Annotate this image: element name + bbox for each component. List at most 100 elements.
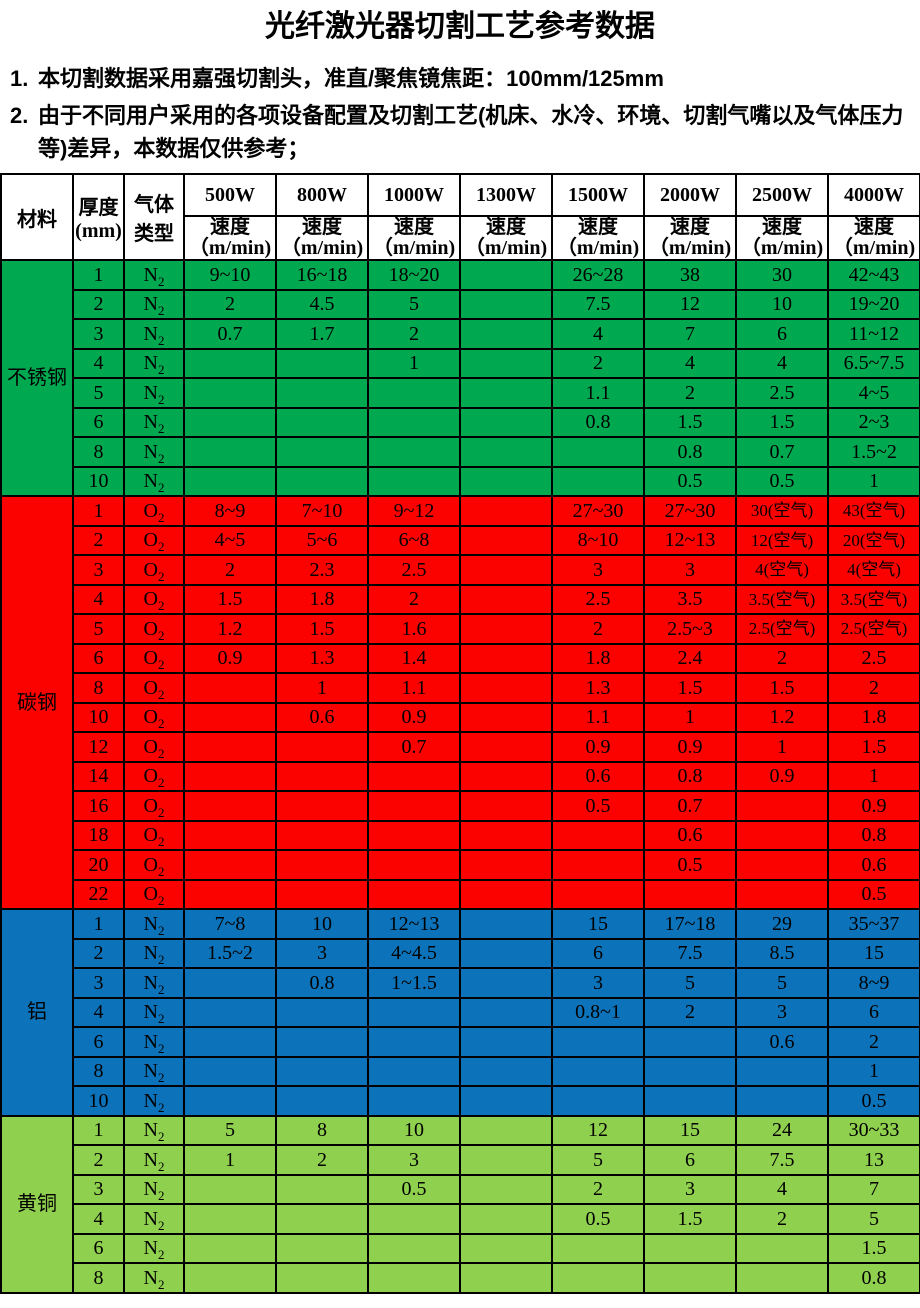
speed-cell: 0.8 [643,760,737,792]
gas-cell: N2 [123,967,185,999]
speed-cell: 1.5 [643,406,737,438]
table-row: 黄铜 1 N2 5 8 10 12 15 24 30~33 [0,1114,920,1294]
speed-cell: 1 [827,465,920,497]
speed-cell: 2 [827,672,920,704]
header-speed-4000w: 速度 （m/min) [827,215,920,261]
speed-cell [275,1085,369,1117]
speed-cell: 0.7 [643,790,737,822]
speed-cell: 30 [735,259,829,291]
speed-cell: 4 [551,318,645,350]
table-row: 5 N2 1.1 2 2.5 4~5 [1,377,920,409]
speed-cell: 4.5 [275,288,369,320]
thickness-cell: 3 [72,967,125,999]
speed-cell [367,878,461,910]
gas-cell: N2 [123,1114,185,1146]
header-material: 材料 [0,173,74,261]
speed-cell: 3 [551,967,645,999]
speed-cell: 30(空气) [735,495,829,527]
speed-cell [367,1055,461,1087]
speed-cell [183,731,277,763]
speed-cell: 4 [735,347,829,379]
speed-cell: 5 [827,1203,920,1235]
thickness-cell: 3 [72,554,125,586]
speed-cell [367,849,461,881]
speed-cell [367,790,461,822]
speed-cell: 0.6 [735,1026,829,1058]
speed-cell [459,1262,553,1294]
header-power-1300w: 1300W [459,173,553,217]
header-power-2000w: 2000W [643,173,737,217]
table-row: 3 N2 0.7 1.7 2 4 7 6 11~12 [1,318,920,350]
gas-cell: N2 [123,347,185,379]
thickness-cell: 1 [72,1114,125,1146]
thickness-cell: 5 [72,613,125,645]
speed-cell: 1.2 [183,613,277,645]
speed-cell: 26~28 [551,259,645,291]
speed-cell [735,1085,829,1117]
speed-cell [551,1262,645,1294]
table-row: 4 O2 1.5 1.8 2 2.5 3.5 3.5(空气) 3.5(空气) [1,583,920,615]
speed-cell [459,731,553,763]
speed-cell: 0.8 [551,406,645,438]
speed-cell: 1.8 [551,642,645,674]
table-header-row-power: 材料 厚度 (mm) 气体 类型 500W 800W 1000W 1300W 1500W… [0,173,920,261]
gas-cell: N2 [123,1144,185,1176]
speed-cell: 5~6 [275,524,369,556]
speed-cell: 2.5 [367,554,461,586]
header-power-2500w: 2500W [735,173,829,217]
speed-cell [275,465,369,497]
speed-cell [275,1026,369,1058]
speed-cell: 4 [643,347,737,379]
speed-cell: 2 [275,1144,369,1176]
gas-cell: O2 [123,583,185,615]
thickness-cell: 10 [72,701,125,733]
gas-cell: N2 [123,1173,185,1205]
table-row: 22 O2 0.5 [1,878,920,910]
speed-cell [735,1232,829,1264]
speed-cell [183,1203,277,1235]
table-row: 2 N2 1 2 3 5 6 7.5 13 [1,1144,920,1176]
material-cell: 黄铜 [0,1114,74,1294]
speed-cell: 5 [367,288,461,320]
speed-cell: 2.5 [735,377,829,409]
gas-cell: N2 [123,288,185,320]
speed-cell: 4(空气) [827,554,920,586]
gas-cell: N2 [123,377,185,409]
thickness-cell: 4 [72,1203,125,1235]
gas-cell: O2 [123,642,185,674]
speed-cell: 30~33 [827,1114,920,1146]
table-row: 6 N2 0.6 2 [1,1026,920,1058]
speed-cell: 27~30 [643,495,737,527]
speed-cell: 7~10 [275,495,369,527]
speed-cell: 2 [367,583,461,615]
thickness-cell: 1 [72,495,125,527]
speed-cell: 0.6 [643,819,737,851]
speed-cell [735,1262,829,1294]
speed-cell: 1.1 [551,701,645,733]
gas-cell: N2 [123,465,185,497]
speed-cell [183,377,277,409]
speed-cell [367,1232,461,1264]
speed-cell [367,465,461,497]
speed-cell: 1~1.5 [367,967,461,999]
gas-cell: O2 [123,701,185,733]
table-row: 4 N2 0.5 1.5 2 5 [1,1203,920,1235]
speed-cell: 1.5 [735,672,829,704]
header-gas-line1: 气体 [134,194,174,216]
gas-cell: N2 [123,996,185,1028]
speed-cell [459,642,553,674]
thickness-cell: 8 [72,436,125,468]
speed-cell [275,760,369,792]
speed-cell: 4(空气) [735,554,829,586]
speed-cell: 1.5 [183,583,277,615]
gas-cell: N2 [123,318,185,350]
speed-cell: 2.4 [643,642,737,674]
speed-cell: 3 [275,937,369,969]
speed-cell: 2 [551,347,645,379]
speed-cell: 1 [275,672,369,704]
speed-cell: 3 [367,1144,461,1176]
speed-cell [459,1026,553,1058]
speed-cell: 18~20 [367,259,461,291]
thickness-cell: 1 [72,259,125,291]
table-header-row-speed: 速度 （m/min) 速度 （m/min) 速度 （m/min) 速度 （m/min) 速度 （m… [1,215,920,261]
